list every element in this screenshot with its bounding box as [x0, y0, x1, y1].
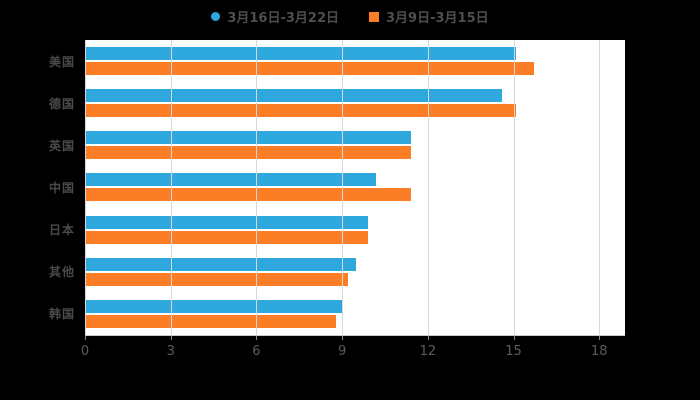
- x-tick-mark: [256, 336, 258, 340]
- y-axis-labels: 美国德国英国中国日本其他韩国: [0, 40, 80, 335]
- y-axis-label: 英国: [48, 138, 75, 153]
- x-tick-mark: [513, 336, 515, 340]
- gridline: [427, 40, 429, 335]
- bar-group: [85, 209, 625, 251]
- legend-marker-square-icon: [369, 11, 380, 22]
- bar: [85, 299, 343, 313]
- legend-label-series-2: 3月9日-3月15日: [386, 11, 489, 26]
- x-tick-mark: [427, 336, 429, 340]
- bar: [85, 215, 368, 229]
- x-tick-label: 15: [505, 344, 522, 359]
- x-tick-label: 12: [419, 344, 437, 359]
- bar: [85, 146, 411, 160]
- bar-group: [85, 166, 625, 208]
- gridline: [342, 40, 344, 335]
- bar: [85, 188, 411, 202]
- legend-marker-circle-icon: [211, 12, 221, 21]
- gridline: [170, 40, 172, 335]
- bar: [85, 314, 337, 328]
- bar: [85, 173, 377, 187]
- bar-group: [85, 293, 625, 335]
- gridline: [256, 40, 258, 335]
- bar-rows: [85, 40, 625, 335]
- x-tick-label: 18: [591, 344, 608, 359]
- gridline: [513, 40, 515, 335]
- bar: [85, 230, 368, 244]
- bar-group: [85, 82, 625, 124]
- y-axis-label: 其他: [48, 265, 75, 280]
- legend: 3月16日-3月22日 3月9日-3月15日: [0, 7, 700, 26]
- y-axis-label: 中国: [48, 180, 75, 195]
- bar: [85, 89, 503, 103]
- bar: [85, 272, 348, 286]
- y-axis-label: 美国: [48, 54, 75, 69]
- x-tick-label: 0: [80, 344, 90, 359]
- bar: [85, 62, 534, 76]
- gridline: [85, 40, 86, 335]
- legend-item-series-2[interactable]: 3月9日-3月15日: [369, 7, 489, 26]
- y-axis-label: 韩国: [48, 307, 75, 322]
- y-axis-label: 日本: [48, 223, 75, 238]
- legend-item-series-1[interactable]: 3月16日-3月22日: [211, 7, 339, 26]
- x-tick-label: 6: [252, 344, 261, 359]
- y-axis-label: 德国: [48, 96, 75, 111]
- plot-area: [85, 40, 625, 336]
- x-tick-mark: [170, 336, 172, 340]
- bar: [85, 104, 517, 118]
- bar-group: [85, 40, 625, 82]
- bar-group: [85, 251, 625, 293]
- bar: [85, 47, 517, 61]
- bar-group: [85, 124, 625, 166]
- x-tick-label: 9: [338, 344, 347, 359]
- gridline: [599, 40, 601, 335]
- bar: [85, 131, 411, 145]
- x-tick-mark: [85, 336, 86, 340]
- bar: [85, 257, 357, 271]
- x-tick-mark: [342, 336, 344, 340]
- x-tick-mark: [599, 336, 601, 340]
- legend-label-series-1: 3月16日-3月22日: [227, 11, 340, 26]
- x-axis: 0 3 6 9 12 15 18: [81, 336, 625, 368]
- x-tick-label: 3: [166, 344, 175, 359]
